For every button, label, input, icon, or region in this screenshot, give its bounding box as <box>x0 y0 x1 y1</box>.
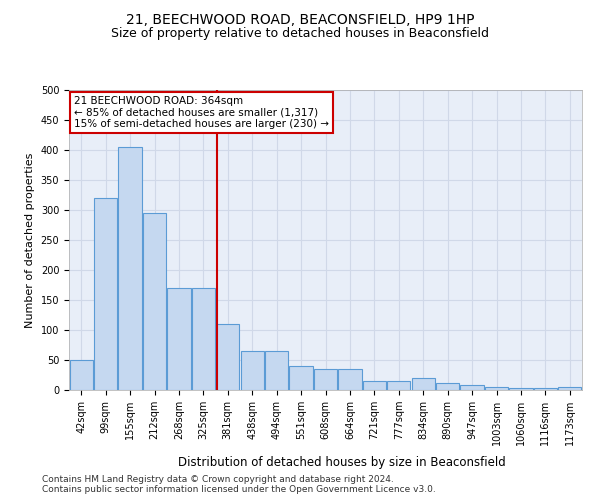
Bar <box>216 324 239 390</box>
Bar <box>436 383 459 390</box>
Bar <box>338 369 362 390</box>
Bar <box>460 385 484 390</box>
Bar <box>167 288 191 390</box>
Y-axis label: Number of detached properties: Number of detached properties <box>25 152 35 328</box>
Text: Contains HM Land Registry data © Crown copyright and database right 2024.: Contains HM Land Registry data © Crown c… <box>42 475 394 484</box>
Bar <box>265 351 288 390</box>
Text: Distribution of detached houses by size in Beaconsfield: Distribution of detached houses by size … <box>178 456 506 469</box>
Bar <box>509 388 533 390</box>
Bar <box>412 378 435 390</box>
Bar <box>70 360 93 390</box>
Bar <box>534 388 557 390</box>
Text: 21 BEECHWOOD ROAD: 364sqm
← 85% of detached houses are smaller (1,317)
15% of se: 21 BEECHWOOD ROAD: 364sqm ← 85% of detac… <box>74 96 329 129</box>
Bar <box>485 387 508 390</box>
Bar <box>241 351 264 390</box>
Bar <box>143 213 166 390</box>
Bar <box>94 198 117 390</box>
Text: Size of property relative to detached houses in Beaconsfield: Size of property relative to detached ho… <box>111 28 489 40</box>
Bar <box>314 369 337 390</box>
Bar <box>558 387 581 390</box>
Bar <box>289 366 313 390</box>
Text: 21, BEECHWOOD ROAD, BEACONSFIELD, HP9 1HP: 21, BEECHWOOD ROAD, BEACONSFIELD, HP9 1H… <box>126 12 474 26</box>
Bar <box>118 147 142 390</box>
Text: Contains public sector information licensed under the Open Government Licence v3: Contains public sector information licen… <box>42 485 436 494</box>
Bar <box>387 381 410 390</box>
Bar <box>363 381 386 390</box>
Bar <box>192 288 215 390</box>
